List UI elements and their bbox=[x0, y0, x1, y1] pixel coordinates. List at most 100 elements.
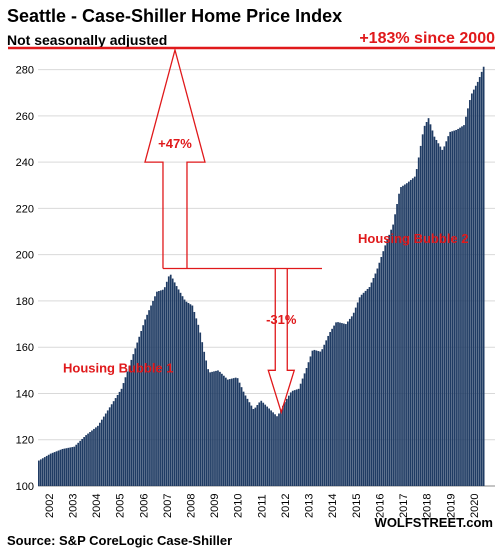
bar bbox=[425, 122, 428, 487]
bar bbox=[327, 335, 330, 486]
bar bbox=[211, 371, 213, 486]
bar bbox=[213, 371, 215, 486]
bar bbox=[323, 344, 326, 486]
bar bbox=[382, 251, 385, 486]
bar bbox=[348, 318, 351, 486]
bar bbox=[69, 447, 72, 486]
bar bbox=[272, 412, 274, 486]
bar bbox=[73, 446, 76, 486]
bar bbox=[449, 131, 452, 486]
bar bbox=[289, 392, 292, 486]
x-tick-label: 2003 bbox=[67, 494, 79, 518]
bar bbox=[120, 388, 123, 486]
bar bbox=[53, 452, 56, 486]
bar bbox=[457, 128, 459, 486]
bar bbox=[240, 387, 243, 486]
bar bbox=[376, 268, 379, 486]
brand-label: WOLFSTREET.com bbox=[375, 515, 493, 530]
bar bbox=[205, 360, 208, 486]
bar bbox=[39, 459, 42, 486]
bar bbox=[57, 450, 60, 486]
rise-arrow bbox=[144, 47, 206, 269]
bar bbox=[343, 323, 345, 486]
bar bbox=[118, 391, 121, 486]
bar bbox=[388, 234, 391, 486]
bar bbox=[280, 409, 282, 486]
bar bbox=[148, 310, 150, 486]
bar bbox=[453, 130, 455, 486]
bar bbox=[124, 377, 127, 486]
bar bbox=[301, 378, 304, 486]
bar bbox=[305, 368, 308, 486]
bubble-2-label: Housing Bubble 2 bbox=[358, 231, 469, 246]
bar bbox=[47, 454, 50, 486]
bar bbox=[447, 136, 450, 487]
bar bbox=[163, 287, 166, 486]
x-tick-label: 2014 bbox=[327, 494, 339, 518]
bar bbox=[455, 129, 457, 486]
bar bbox=[230, 378, 233, 486]
bar bbox=[260, 400, 263, 486]
bar bbox=[234, 377, 237, 486]
bar bbox=[364, 290, 367, 486]
bar bbox=[254, 407, 257, 486]
bar bbox=[366, 288, 369, 486]
bar bbox=[49, 453, 52, 486]
x-tick-label: 2006 bbox=[138, 494, 150, 518]
bar bbox=[333, 325, 335, 486]
bar bbox=[134, 348, 137, 486]
bar bbox=[411, 178, 414, 486]
bar bbox=[321, 349, 324, 486]
bar bbox=[325, 340, 328, 486]
bar bbox=[429, 124, 432, 486]
chart-title: Seattle - Case-Shiller Home Price Index bbox=[7, 6, 342, 26]
bar bbox=[223, 375, 225, 486]
bar bbox=[370, 282, 373, 486]
y-tick-label: 100 bbox=[16, 481, 34, 493]
bar bbox=[465, 116, 467, 486]
bar bbox=[161, 289, 164, 486]
bar bbox=[219, 371, 221, 486]
bar bbox=[303, 373, 306, 486]
bar bbox=[195, 318, 198, 486]
bar bbox=[71, 447, 74, 486]
x-tick-label: 2010 bbox=[233, 494, 245, 518]
bar bbox=[384, 245, 387, 486]
bar bbox=[266, 406, 269, 486]
bar bbox=[378, 262, 381, 486]
bar bbox=[203, 351, 206, 486]
bar bbox=[386, 239, 389, 486]
x-tick-label: 2018 bbox=[422, 494, 434, 518]
bar bbox=[402, 185, 404, 486]
bar bbox=[95, 427, 97, 486]
bar bbox=[467, 108, 469, 487]
bar bbox=[132, 354, 135, 486]
bar bbox=[128, 365, 131, 486]
bar bbox=[126, 371, 129, 486]
bar bbox=[276, 416, 278, 486]
bar bbox=[258, 402, 261, 486]
y-tick-label: 260 bbox=[16, 111, 34, 123]
bar bbox=[85, 435, 87, 486]
bar bbox=[435, 139, 438, 486]
bar bbox=[185, 301, 188, 486]
bar bbox=[262, 402, 265, 486]
bar bbox=[354, 307, 357, 486]
bar bbox=[67, 447, 70, 486]
bar bbox=[291, 390, 294, 486]
x-tick-label: 2002 bbox=[44, 494, 56, 518]
bar bbox=[394, 214, 396, 486]
drop-arrow bbox=[267, 268, 296, 415]
top-line-label: +183% since 2000 bbox=[359, 30, 495, 47]
bar bbox=[368, 287, 371, 486]
x-tick-label: 2007 bbox=[162, 494, 174, 518]
bar bbox=[476, 81, 479, 486]
bar bbox=[392, 224, 394, 486]
bar bbox=[224, 377, 227, 486]
bar bbox=[437, 143, 440, 486]
bar bbox=[93, 428, 95, 486]
bar bbox=[89, 432, 91, 486]
bar bbox=[313, 349, 316, 486]
bar bbox=[59, 449, 62, 486]
chart-subtitle: Not seasonally adjusted bbox=[7, 32, 167, 48]
